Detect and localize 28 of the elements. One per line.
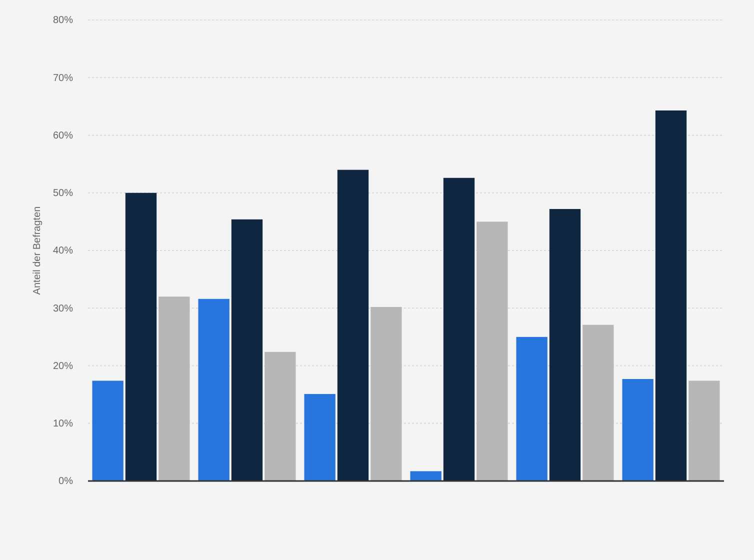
bar xyxy=(549,209,581,481)
bar xyxy=(264,352,296,481)
y-tick-label: 70% xyxy=(52,72,74,84)
bar xyxy=(622,379,654,481)
bar xyxy=(125,192,157,481)
y-tick-label: 20% xyxy=(52,360,74,372)
bar xyxy=(337,170,369,481)
bar xyxy=(655,110,687,481)
bar xyxy=(92,380,124,481)
bar xyxy=(688,380,720,481)
y-tick-label: 10% xyxy=(52,418,74,430)
y-tick-label: 50% xyxy=(52,188,74,200)
bar xyxy=(158,296,190,481)
bar xyxy=(304,394,336,481)
y-tick-label: 40% xyxy=(52,246,74,257)
y-tick-label: 30% xyxy=(52,303,74,314)
bar xyxy=(198,298,230,481)
bar xyxy=(410,471,442,481)
bar xyxy=(370,306,402,481)
y-tick-label: 60% xyxy=(52,130,74,142)
bar xyxy=(582,324,614,481)
bar xyxy=(231,219,263,481)
bar xyxy=(476,222,508,481)
y-tick-label: 0% xyxy=(58,476,74,488)
bar xyxy=(516,336,548,481)
bar xyxy=(443,178,475,481)
y-axis-title: Anteil der Befragten xyxy=(32,206,43,295)
y-tick-label: 80% xyxy=(52,15,74,26)
